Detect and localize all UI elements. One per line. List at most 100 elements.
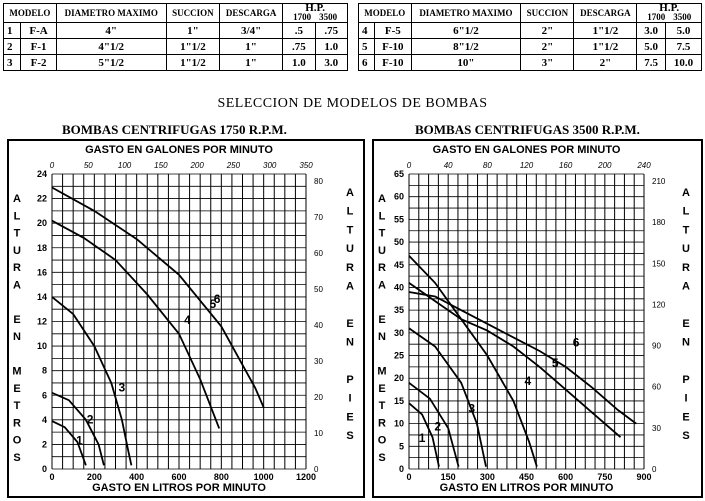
row-number: 2	[2, 38, 22, 55]
top-tick-label: 100	[118, 161, 132, 170]
header-diametro: DIAMETRO MAXIMO	[410, 3, 522, 23]
x-tick-label: 0	[49, 472, 54, 482]
model-name: F-A	[20, 22, 57, 39]
top-tick-label: 160	[559, 161, 573, 170]
header-hp-1700: 1700	[647, 12, 666, 22]
spec-row: 2 F-1 4"1/2 1"1/2 1" .75 1.0	[2, 38, 349, 55]
y-tick-label: 35	[394, 305, 404, 315]
right-tick-label: 80	[314, 177, 323, 186]
discharge: 1"1/2	[573, 22, 638, 39]
model-name: F-1	[20, 38, 57, 55]
spec-header-row: MODELO DIAMETRO MAXIMO SUCCION DESCARGA …	[358, 3, 702, 23]
y-tick-label: 50	[394, 237, 404, 247]
hp-3500: 5.0	[664, 22, 703, 39]
series-label: 5	[552, 356, 559, 370]
diameter: 4"1/2	[55, 38, 167, 55]
header-hp: H.P. 1700 3500	[636, 3, 702, 23]
x-tick-label: 600	[558, 472, 573, 482]
series-curve-3	[51, 296, 133, 466]
top-tick-label: 0	[407, 161, 412, 170]
suction: 2"	[520, 22, 575, 39]
suction: 1"1/2	[165, 38, 221, 55]
discharge: 1"	[219, 38, 284, 55]
y-tick-label: 0	[399, 464, 404, 474]
series-curve-2	[51, 391, 105, 466]
series-label: 4	[184, 313, 191, 327]
y-tick-label: 22	[37, 194, 47, 204]
suction: 1"	[165, 22, 221, 39]
y-tick-label: 40	[394, 282, 404, 292]
row-number: 1	[2, 22, 22, 39]
top-tick-label: 200	[189, 161, 204, 170]
spec-rows-right: 4 F-5 6"1/2 2" 1"1/2 3.0 5.0 5 F-10 8"1/2 2" 1"1/2 5…	[357, 22, 703, 71]
right-tick-label: 90	[652, 342, 661, 351]
top-tick-label: 0	[50, 161, 55, 170]
suction: 1"1/2	[165, 54, 221, 71]
discharge: 3/4"	[219, 22, 284, 39]
diameter: 5"1/2	[55, 54, 167, 71]
chart-panel-1750: 0 200 400 600 800 1000 1200 0 50 100 150 200 250 300 3…	[7, 139, 365, 498]
x-tick-label: 400	[129, 472, 144, 482]
diameter: 6"1/2	[410, 22, 522, 39]
x-tick-label: 600	[171, 472, 186, 482]
hp-1700: 3.0	[636, 22, 666, 39]
hp-3500: 10.0	[664, 54, 703, 71]
y-tick-label: 18	[37, 243, 47, 253]
y-tick-label: 5	[399, 441, 404, 451]
right-tick-label: 20	[314, 393, 323, 402]
top-tick-label: 50	[84, 161, 93, 170]
top-tick-label: 350	[299, 161, 313, 170]
right-tick-label: 120	[652, 300, 666, 309]
hp-1700: .75	[282, 38, 316, 55]
right-tick-label: 210	[652, 177, 666, 186]
series-curve-4	[408, 255, 538, 467]
x-tick-label: 1200	[296, 472, 316, 482]
y-tick-label: 10	[394, 419, 404, 429]
model-name: F-2	[20, 54, 57, 71]
hp-1700: 5.0	[636, 38, 666, 55]
y-tick-label: 6	[42, 390, 47, 400]
header-hp-1700: 1700	[293, 12, 312, 22]
header-descarga: DESCARGA	[219, 3, 284, 23]
chart-title-3500: BOMBAS CENTRIFUGAS 3500 R.P.M.	[415, 122, 640, 137]
y-tick-label: 8	[42, 366, 47, 376]
spec-row: 1 F-A 4" 1" 3/4" .5.75	[2, 22, 349, 39]
y-tick-label: 60	[394, 192, 404, 202]
chart-panel-3500: 0 150 300 450 600 750 900 0 40 80 120 160 200 240 0 5 10…	[372, 139, 703, 498]
series-label: 3	[119, 381, 126, 395]
y-tick-label: 16	[37, 267, 47, 277]
y-tick-label: 30	[394, 328, 404, 338]
hp-1700: 7.5	[636, 54, 666, 71]
y-tick-label: 14	[37, 292, 47, 302]
header-hp: H.P. 1700 3500	[282, 3, 348, 23]
discharge: 1"1/2	[573, 38, 638, 55]
series-curve-5	[408, 282, 622, 438]
diameter: 10"	[410, 54, 522, 71]
top-axis-label: GASTO EN GALONES POR MINUTO	[85, 144, 273, 156]
right-tick-label: 0	[314, 465, 319, 474]
y-tick-label: 10	[37, 341, 47, 351]
bottom-axis-label: GASTO EN LITROS POR MINUTO	[92, 482, 266, 494]
chart-title-1750: BOMBAS CENTRIFUGAS 1750 R.P.M.	[62, 122, 287, 137]
spec-table-left: MODELO DIAMETRO MAXIMO SUCCION DESCARGA …	[2, 3, 349, 71]
row-number: 5	[357, 38, 376, 55]
header-modelo: MODELO	[3, 3, 57, 23]
bottom-axis-label: GASTO EN LITROS POR MINUTO	[440, 482, 614, 494]
top-tick-label: 250	[226, 161, 241, 170]
y-tick-label: 25	[394, 351, 404, 361]
x-tick-label: 0	[406, 472, 411, 482]
series-label: 1	[419, 431, 426, 445]
row-number: 6	[357, 54, 376, 71]
hp-3500: .75	[314, 22, 349, 39]
suction: 3"	[520, 54, 575, 71]
header-hp-3500: 3500	[319, 12, 338, 22]
hp-1700: .5	[282, 22, 316, 39]
row-number: 4	[357, 22, 376, 39]
spec-header-row: MODELO DIAMETRO MAXIMO SUCCION DESCARGA …	[3, 3, 348, 23]
header-succion: SUCCION	[165, 3, 221, 23]
